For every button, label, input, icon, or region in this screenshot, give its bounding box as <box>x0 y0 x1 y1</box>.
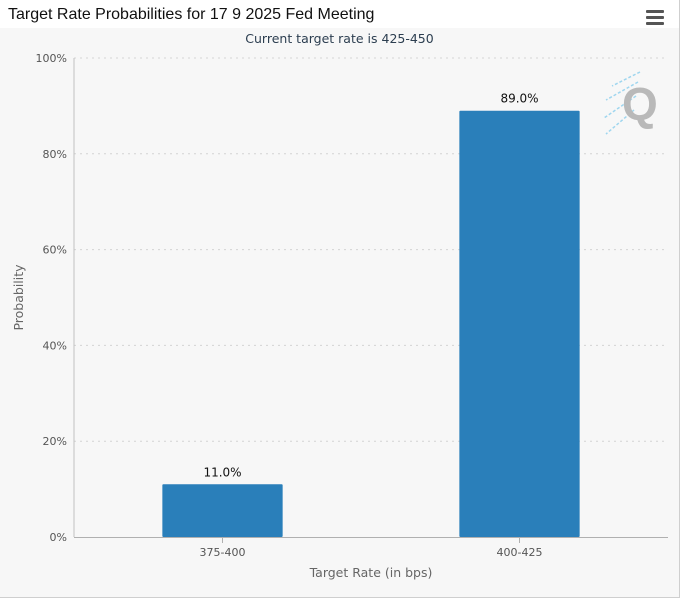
bar-400-425[interactable] <box>459 110 580 537</box>
y-tick-label: 80% <box>43 148 67 161</box>
x-tick-label: 400-425 <box>497 546 543 559</box>
bar-375-400[interactable] <box>162 484 283 537</box>
watermark-speed-line <box>611 71 641 87</box>
bars: 11.0% 89.0% <box>162 92 580 537</box>
data-label: 89.0% <box>500 92 538 106</box>
y-axis-title: Probability <box>11 264 26 331</box>
y-tick-label: 100% <box>36 52 67 65</box>
quikstrike-q-logo-icon: Q <box>603 71 658 135</box>
chart-subtitle: Current target rate is 425-450 <box>245 31 434 46</box>
watermark-speed-line <box>605 81 639 101</box>
data-label: 11.0% <box>203 465 241 479</box>
y-tick-label: 0% <box>50 531 67 544</box>
chart-title: Target Rate Probabilities for 17 9 2025 … <box>8 6 375 23</box>
hamburger-menu-icon[interactable] <box>646 10 664 26</box>
watermark-speed-line <box>603 95 637 119</box>
x-axis-title: Target Rate (in bps) <box>309 565 433 580</box>
watermark-speed-line <box>605 109 635 135</box>
y-tick-label: 60% <box>43 244 67 257</box>
x-tick-label: 375-400 <box>200 546 246 559</box>
watermark-q-letter: Q <box>622 78 658 130</box>
y-tick-label: 20% <box>43 435 67 448</box>
y-tick-label: 40% <box>43 339 67 352</box>
chart-header: Target Rate Probabilities for 17 9 2025 … <box>0 0 679 28</box>
axes: 0% 20% 40% 60% 80% 100% 375-400 400-425 <box>36 52 668 559</box>
